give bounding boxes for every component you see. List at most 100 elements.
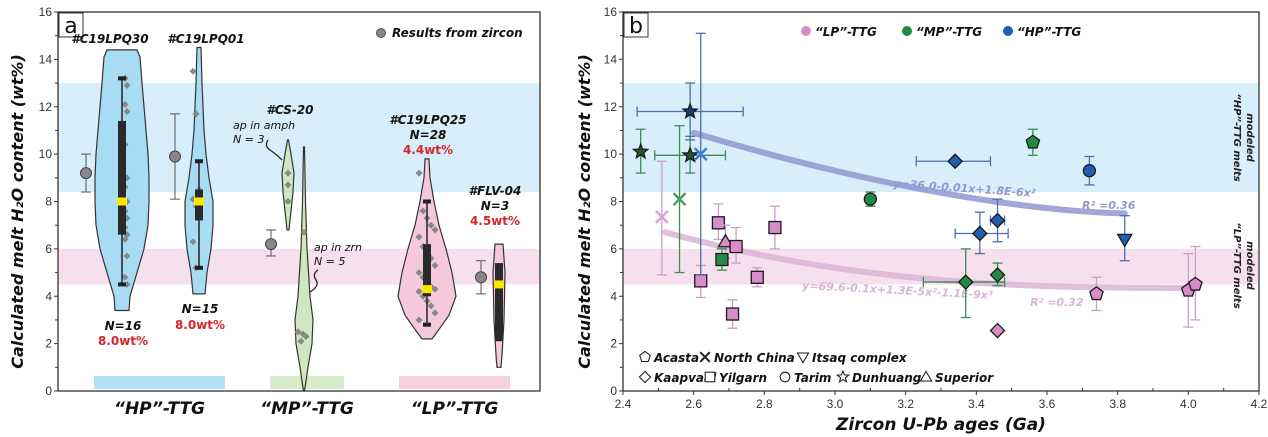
category-label: “HP”-TTG: [114, 399, 205, 419]
y-tick-label: 6: [610, 242, 617, 256]
data-point-lp: [725, 299, 740, 329]
legend-location: Tarim: [779, 371, 831, 385]
marker-pentagon: [1025, 134, 1041, 149]
category-bar: [94, 376, 225, 389]
x-tick-label: 4.0: [1180, 397, 1197, 411]
hp-fit-curve: [690, 129, 1128, 217]
x-tick-label: 2.8: [756, 397, 773, 411]
violin-flv04: #FLV-04N=34.5wt%: [469, 184, 521, 368]
data-point: [284, 198, 292, 205]
legend-group-label: “MP”-TTG: [916, 25, 982, 39]
data-point: [121, 235, 129, 243]
y-tick-label: 6: [45, 242, 52, 256]
data-point-lp: [989, 322, 1006, 339]
arrow-amph: [265, 139, 283, 161]
whisker-cap: [118, 76, 126, 81]
legend-group-marker: [902, 26, 912, 36]
data-point-lp: [1089, 276, 1104, 312]
sample-median-label: 8.0wt%: [175, 318, 225, 332]
y-tick-label: 4: [610, 289, 617, 303]
marker-x: [699, 351, 711, 363]
marker-square: [704, 371, 716, 383]
x-tick-label: 3.4: [968, 397, 985, 411]
data-point-mp: [715, 248, 729, 271]
marker-diamond: [957, 274, 974, 290]
category-bar: [399, 376, 510, 389]
x-tick-label: 3.0: [827, 397, 844, 411]
legend-location: Itsaq complex: [796, 351, 908, 365]
legend-location: Dunhuang: [835, 369, 922, 385]
legend-location-label: Yilgarn: [719, 371, 767, 385]
marker-x: [672, 192, 687, 207]
marker-triangle-down: [796, 352, 810, 364]
legend-group-label: “LP”-TTG: [815, 25, 877, 39]
panel-a: 0 2 4 6 8 10 12 14 16 Calculated melt H₂O content…: [8, 5, 541, 419]
y-axis-label: Calculated melt H₂O content (wt%): [8, 54, 27, 369]
marker-square: [711, 216, 726, 230]
marker-diamond: [989, 212, 1006, 229]
marker-x-stroke: [699, 351, 711, 363]
zircon-point: [80, 167, 92, 180]
lp-fit-r2: R² =0.32: [1030, 296, 1084, 309]
data-point: [192, 110, 200, 118]
data-point: [123, 81, 131, 89]
legend-location: Yilgarn: [704, 371, 767, 385]
marker-square: [729, 239, 743, 254]
lp-band-label: “LP”-TTG melts: [1231, 222, 1242, 308]
y-tick-label: 10: [604, 147, 618, 161]
data-point-hp: [915, 153, 992, 170]
marker-circle: [779, 371, 791, 383]
marker-x: [654, 210, 669, 224]
marker-square: [694, 274, 708, 288]
hp-fit-r2: R² =0.36: [1082, 199, 1136, 212]
data-point-hp: [1082, 155, 1097, 186]
data-point: [121, 273, 129, 281]
marker-star: [681, 102, 699, 120]
data-point-hp: [636, 82, 744, 141]
data-point: [284, 181, 292, 189]
whisker-cap: [195, 159, 203, 164]
x-tick-label: 3.6: [1039, 397, 1056, 411]
zircon-legend-label: Results from zircon: [392, 26, 523, 40]
y-tick-label: 14: [39, 52, 53, 66]
hp-band-label: “HP”-TTG melts: [1231, 93, 1242, 181]
marker-diamond: [638, 370, 652, 384]
iqr-box: [495, 263, 503, 342]
marker-square: [750, 270, 764, 284]
arrow-zrn: [309, 269, 319, 293]
median-marker: [194, 197, 204, 206]
marker-circle: [1082, 164, 1097, 178]
iqr-box: [118, 120, 126, 235]
x-tick-label: 3.2: [897, 397, 914, 411]
data-point: [415, 288, 423, 296]
sample-name: #CS-20: [266, 103, 313, 117]
data-point: [121, 100, 129, 108]
legend-group-marker: [1003, 26, 1013, 36]
sample-name: #C19LPQ30: [71, 32, 148, 46]
y-tick-label: 4: [45, 289, 52, 303]
sample-n: N=15: [182, 302, 219, 316]
category-label: “LP”-TTG: [411, 399, 499, 419]
data-point: [294, 328, 302, 336]
marker-square: [725, 307, 740, 321]
legend-location: Acasta: [639, 350, 699, 365]
legend-location-label: Itsaq complex: [812, 351, 908, 365]
data-point: [123, 107, 131, 115]
marker-pentagon: [1089, 286, 1104, 301]
data-point: [189, 67, 197, 75]
legend-group-marker: [801, 26, 811, 36]
marker-x-stroke: [672, 192, 687, 207]
data-point-mp: [922, 248, 1006, 319]
data-point-mp: [1025, 128, 1041, 156]
subset-label-zrn: ap in zrn: [314, 241, 362, 254]
data-point: [431, 261, 439, 269]
y-tick-label: 16: [39, 5, 53, 19]
hp-band-label-modeled: modeled: [1244, 113, 1255, 162]
data-point: [427, 221, 435, 229]
marker-diamond: [989, 267, 1006, 283]
x-tick-label: 4.2: [1251, 397, 1268, 411]
sample-n: N=3: [481, 199, 509, 213]
marker-triangle-down: [1116, 233, 1133, 248]
